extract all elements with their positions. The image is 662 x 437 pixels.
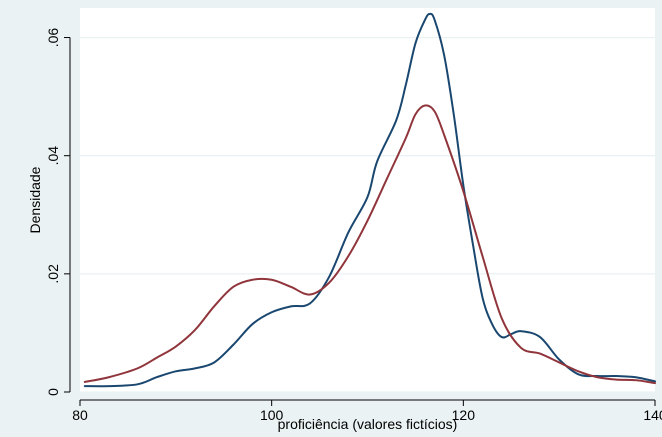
plot-area (80, 8, 655, 392)
grid-lines (80, 36, 655, 393)
y-tick-label-3: .06 (45, 28, 61, 48)
x-tick-label-2: 120 (452, 407, 476, 423)
y-tick-label-2: .04 (45, 146, 61, 166)
y-tick-label-1: .02 (45, 264, 61, 284)
series-line-0 (83, 12, 656, 388)
y-tick-label-0: 0 (45, 388, 61, 396)
x-tick-label-3: 140 (643, 407, 662, 423)
series-line-1 (83, 104, 656, 385)
x-tick-label-1: 100 (260, 407, 284, 423)
series-lines (83, 12, 656, 388)
y-axis-title: Densidade (27, 166, 43, 233)
axes: 0 .02 .04 .06 80 100 120 140 (45, 28, 662, 423)
x-axis-title: proficiência (valores fictícios) (278, 416, 458, 432)
x-tick-label-0: 80 (72, 407, 88, 423)
